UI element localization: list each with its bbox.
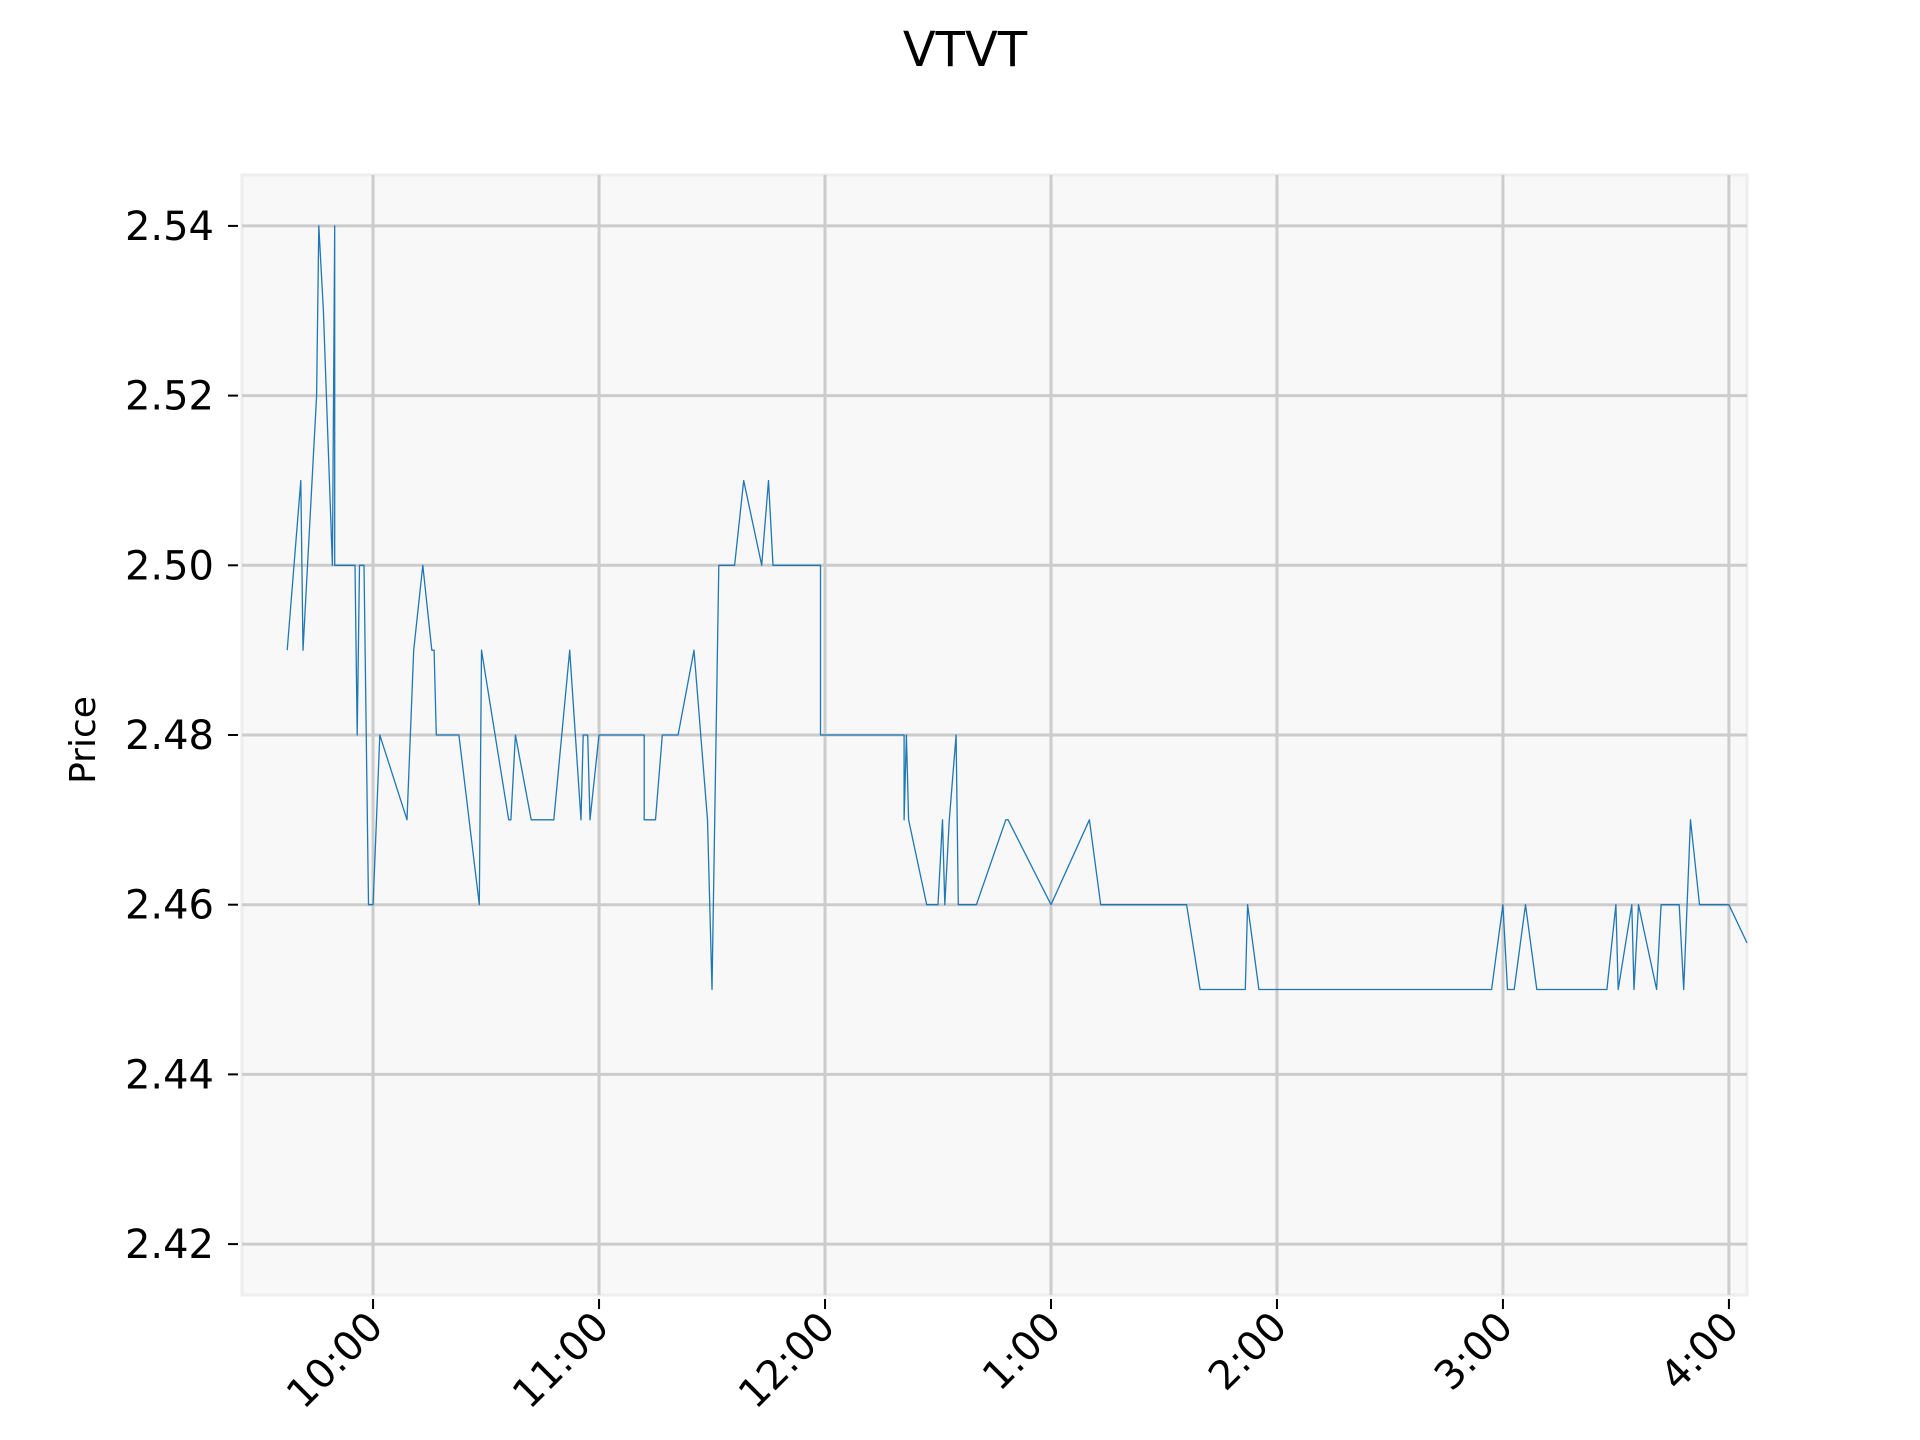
y-axis-tick-labels: 2.42 2.44 2.46 2.48 2.50 2.52 2.54 [125, 204, 214, 1268]
y-tick-label: 2.48 [125, 713, 214, 759]
y-tick-label: 2.50 [125, 543, 214, 589]
y-axis-title: Price [63, 696, 104, 784]
series-layer [286, 225, 1748, 991]
y-tick-label: 2.46 [125, 883, 214, 929]
y-tick-label: 2.54 [125, 204, 214, 250]
y-tick-label: 2.42 [125, 1222, 214, 1268]
y-tick-label: 2.52 [125, 374, 214, 420]
y-tick-label: 2.44 [125, 1052, 214, 1098]
axis-ticks [228, 224, 1730, 1309]
chart-title: VTVT [903, 22, 1028, 78]
grid-lines [242, 175, 1747, 1295]
price-series-line [286, 225, 1748, 991]
